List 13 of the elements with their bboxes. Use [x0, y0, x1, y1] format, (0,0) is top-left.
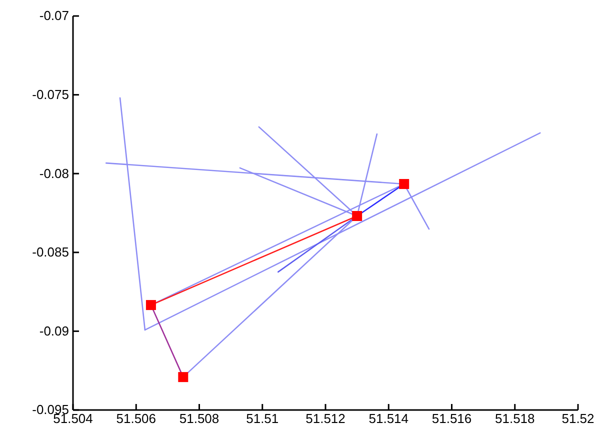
- y-tick-label: -0.08: [39, 166, 69, 181]
- y-tick-label: -0.07: [39, 8, 69, 24]
- x-tick-label: 51.51: [246, 411, 279, 426]
- x-tick-label: 51.52: [562, 411, 594, 426]
- x-tick-label: 51.506: [116, 411, 156, 426]
- y-tick-label: -0.085: [32, 244, 69, 260]
- y-tick-label: -0.075: [32, 86, 69, 102]
- x-tick-label: 51.512: [306, 411, 346, 426]
- x-tick-label: 51.516: [432, 411, 472, 426]
- x-tick-label: 51.514: [368, 411, 409, 426]
- y-tick-label: -0.09: [39, 323, 69, 338]
- x-tick-label: 51.508: [179, 411, 220, 426]
- x-tick-label: 51.518: [494, 411, 535, 426]
